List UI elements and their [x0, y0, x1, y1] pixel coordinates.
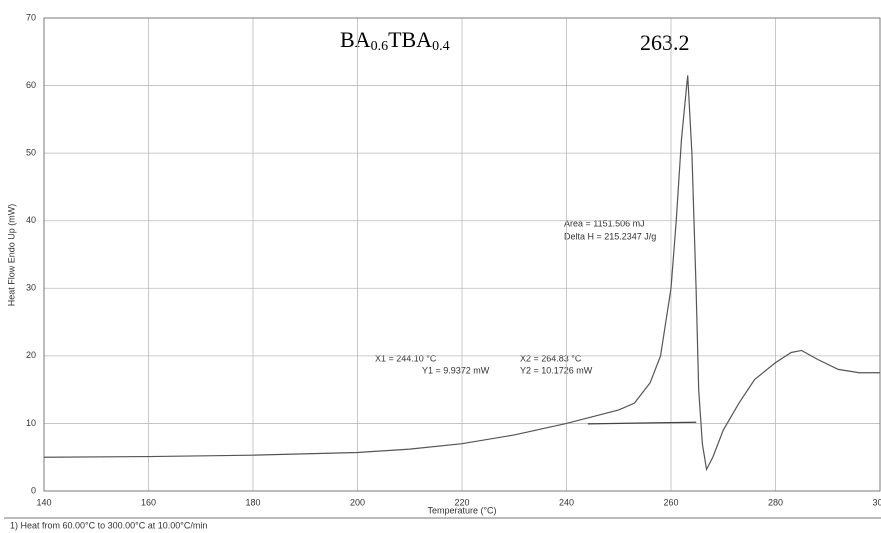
plot-frame: [43, 17, 881, 492]
y-tick-label: 30: [26, 283, 36, 293]
annotation: X1 = 244.10 °C: [375, 353, 437, 363]
x-axis-label: Temperature (°C): [427, 505, 496, 515]
x-tick-label: 280: [768, 497, 783, 507]
annotation: Y2 = 10.1726 mW: [520, 365, 593, 375]
x-tick-label: 240: [559, 497, 574, 507]
y-tick-label: 20: [26, 350, 36, 360]
peak-label: 263.2: [640, 30, 690, 55]
y-tick-label: 10: [26, 418, 36, 428]
title-part: BA: [340, 27, 371, 52]
title-part: 0.6: [371, 39, 389, 54]
annotation: Y1 = 9.9372 mW: [422, 365, 490, 375]
y-tick-label: 50: [26, 148, 36, 158]
chart-title: BA0.6TBA0.4: [340, 27, 450, 54]
footer: 1) Heat from 60.00°C to 300.00°C at 10.0…: [10, 520, 207, 530]
y-tick-label: 40: [26, 215, 36, 225]
y-tick-label: 0: [31, 485, 36, 495]
annotation: Delta H = 215.2347 J/g: [564, 231, 656, 241]
x-tick-label: 160: [141, 497, 156, 507]
title-part: TBA: [388, 27, 432, 52]
x-tick-label: 180: [245, 497, 260, 507]
data-line: [43, 75, 880, 472]
y-axis-label: Heat Flow Endo Up (mW): [6, 204, 16, 307]
x-tick-label: 300: [872, 497, 881, 507]
x-tick-label: 140: [36, 497, 51, 507]
x-tick-label: 220: [454, 497, 469, 507]
x-tick-label: 260: [663, 497, 678, 507]
annotation: X2 = 264.83 °C: [520, 353, 582, 363]
y-tick-label: 70: [26, 12, 36, 22]
annotation: Area = 1151.506 mJ: [564, 218, 645, 228]
y-tick-label: 60: [26, 80, 36, 90]
title-part: 0.4: [432, 39, 450, 54]
x-tick-label: 200: [350, 497, 365, 507]
data-line: [587, 421, 697, 425]
